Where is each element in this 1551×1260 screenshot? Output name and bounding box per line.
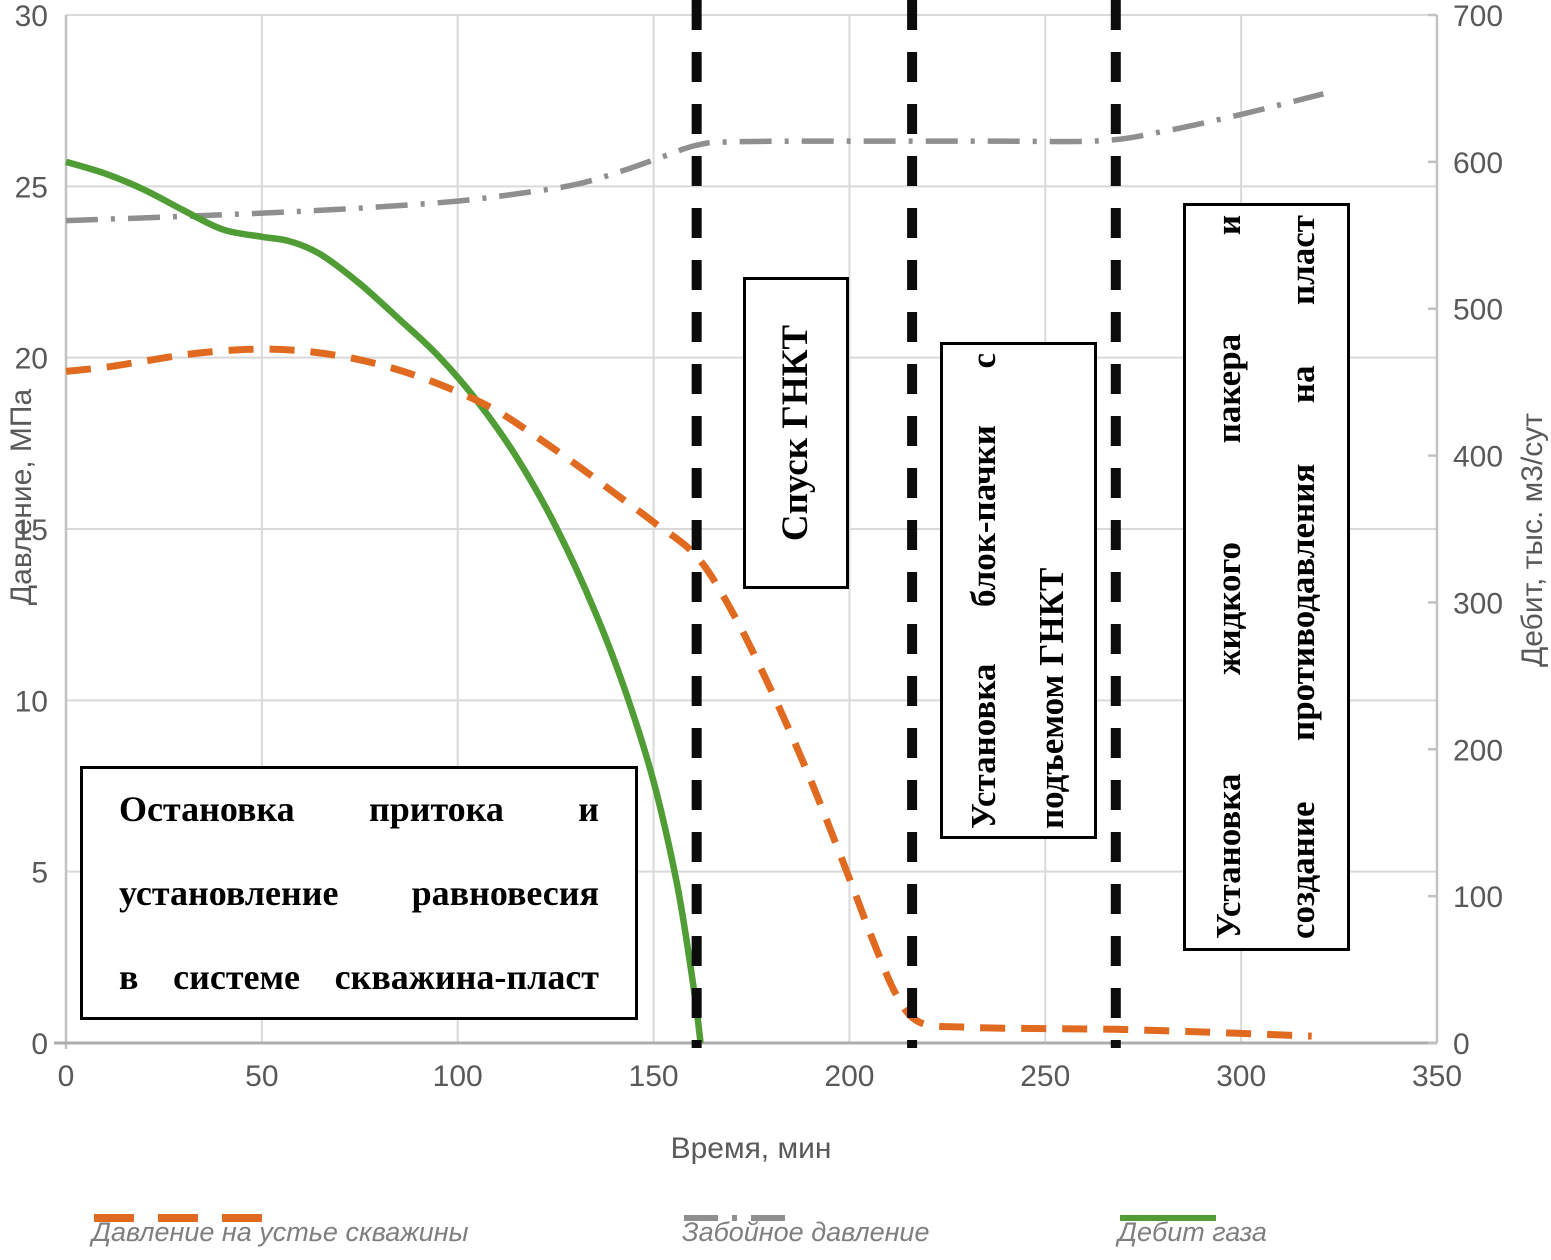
x-tick-label: 100 [433,1060,483,1093]
y-right-tick-label: 300 [1453,587,1503,620]
y-left-tick-label: 5 [31,857,48,890]
x-tick-label: 150 [629,1060,679,1093]
annotation-text: Спуск ГНКТ [775,324,816,542]
annotation-box-block-pack: Установка блок-пачки с подъемом ГНКТ [940,342,1097,839]
y-right-tick-label: 0 [1453,1028,1470,1061]
x-axis-title: Время, мин [670,1132,832,1165]
y-left-tick-label: 25 [15,171,48,204]
y-right-tick-label: 600 [1453,147,1503,180]
dashdot-line-swatch [684,1215,794,1221]
y-right-tick-label: 100 [1453,881,1503,914]
y-right-tick-label: 200 [1453,734,1503,767]
y-right-tick-label: 700 [1453,0,1503,33]
note-line2: установление равновесия [119,873,599,913]
y-left-tick-label: 20 [15,343,48,376]
y-right-tick-label: 500 [1453,294,1503,327]
legend-label: Давление на устье скважины [92,1216,469,1247]
note-line3: в системе скважина-пласт [119,957,599,997]
y-left-tick-label: 0 [31,1028,48,1061]
y-axis-title-left: Давление, МПа [5,388,38,606]
annotation-box-inflow-stop: Остановка притока и установление равнове… [80,766,638,1020]
annotation-text-line2: подъемом ГНКТ [1031,567,1071,829]
x-tick-label: 350 [1412,1060,1462,1093]
dashed-line-swatch [94,1214,262,1222]
series-dashed [65,345,1312,1040]
x-tick-label: 200 [824,1060,874,1093]
y-left-tick-label: 30 [15,0,48,33]
x-tick-label: 300 [1216,1060,1266,1093]
legend-item-gas-rate: Дебит газа [1118,1212,1267,1252]
y-right-tick-label: 400 [1453,441,1503,474]
legend-label: Дебит газа [1118,1216,1267,1247]
annotation-text-line1: Установка блок-пачки с [963,352,1003,829]
series-solid [65,158,704,1044]
y-axis-title-right: Дебит, тыс. м3/сут [1516,412,1549,668]
x-tick-label: 0 [58,1060,75,1093]
legend: Давление на устье скважины Забойное давл… [0,1212,1551,1257]
solid-line-swatch [1120,1215,1216,1221]
legend-label: Забойное давление [682,1216,930,1247]
annotation-box-liquid-packer: Установка жидкого пакера и создание прот… [1183,203,1350,951]
x-tick-label: 250 [1020,1060,1070,1093]
y-left-tick-label: 15 [15,514,48,547]
legend-item-bottomhole-pressure: Забойное давление [682,1212,929,1252]
annotation-text-line1: Установка жидкого пакера и [1208,215,1248,939]
annotation-box-run-coiled-tubing: Спуск ГНКТ [743,277,849,589]
annotation-text-line2: создание противодавления на пласт [1282,215,1322,939]
legend-item-wellhead-pressure: Давление на устье скважины [92,1212,469,1252]
note-line1: Остановка притока и [119,789,599,829]
x-tick-label: 50 [245,1060,278,1093]
y-left-tick-label: 10 [15,685,48,718]
